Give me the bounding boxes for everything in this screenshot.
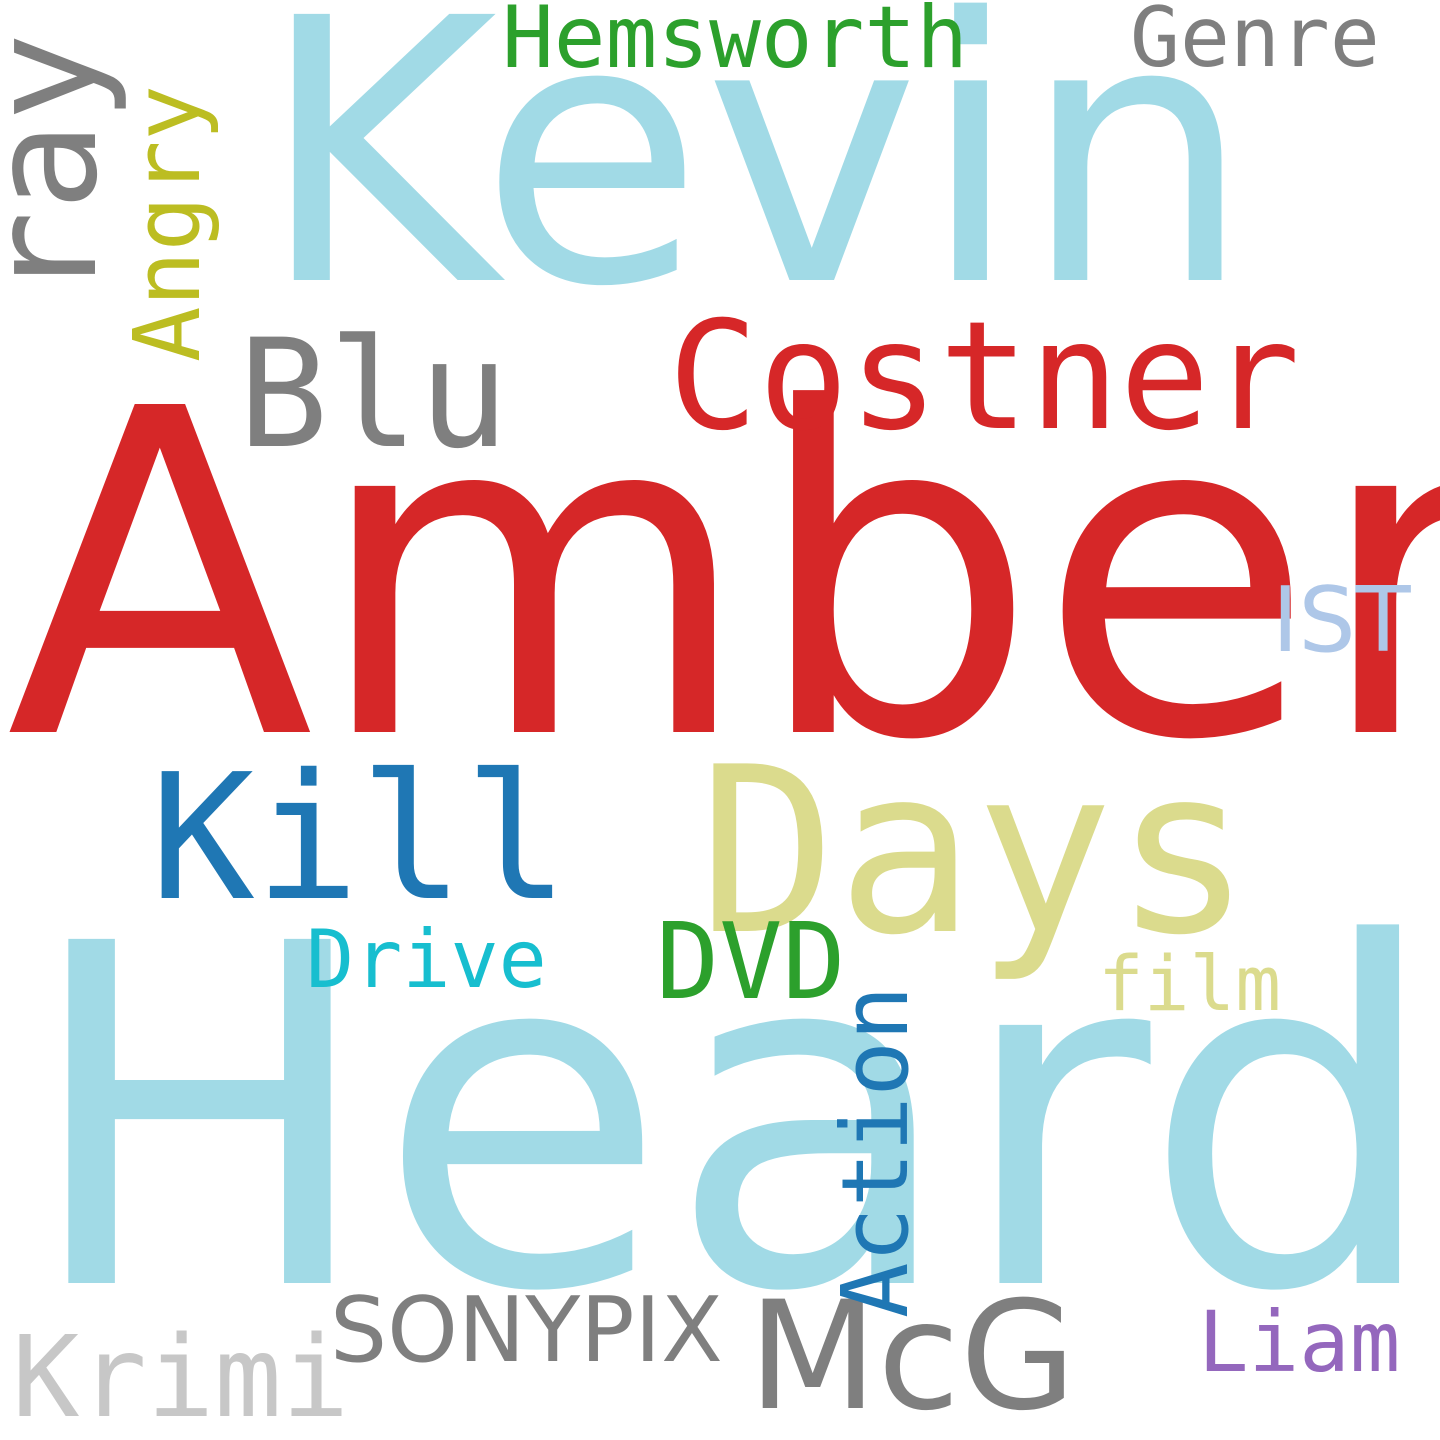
word-hemsworth: Hemsworth xyxy=(502,0,968,88)
word-kill: Kill xyxy=(150,737,570,940)
word-kevin: Kevin xyxy=(258,0,1253,367)
word-heard: Heard xyxy=(22,846,1440,1395)
word-blu: Blu xyxy=(238,308,509,482)
word-mcg: McG xyxy=(748,1270,1077,1440)
word-dvd: DVD xyxy=(656,901,846,1023)
word-sonypix: SONYPIX xyxy=(330,1278,723,1383)
word-ist: IST xyxy=(1272,568,1411,673)
word-krimi: Krimi xyxy=(12,1313,350,1440)
word-days: Days xyxy=(698,719,1252,986)
word-ray: ray xyxy=(0,32,130,300)
word-film: film xyxy=(1098,939,1282,1028)
word-liam: Liam xyxy=(1198,1293,1401,1391)
word-action: Action xyxy=(822,985,929,1318)
word-genre: Genre xyxy=(1130,0,1380,86)
word-amber: Amber xyxy=(6,315,1440,839)
word-drive: Drive xyxy=(306,913,547,1006)
word-angry: Angry xyxy=(114,85,221,362)
word-costner: Costner xyxy=(668,290,1301,464)
